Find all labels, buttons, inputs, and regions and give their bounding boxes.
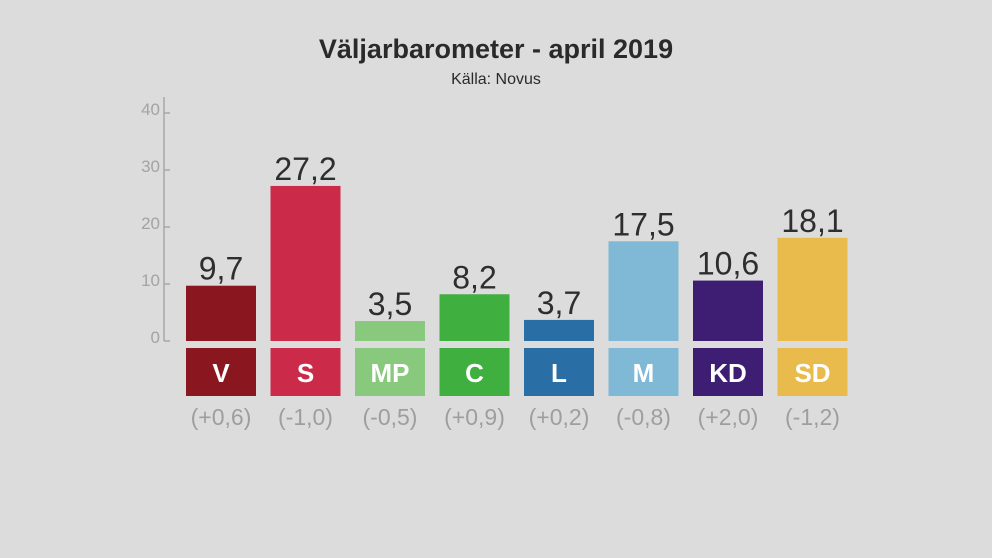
- y-tick-label: 20: [141, 214, 160, 233]
- value-label-mp: 3,5: [368, 286, 412, 322]
- bars: 9,7 V (+0,6) 27,2 S (-1,0) 3,5 MP (-0,5) 8,2 C (+0,…: [186, 151, 848, 430]
- party-label-box-mp: [355, 348, 425, 396]
- change-label-v: (+0,6): [191, 404, 252, 430]
- change-label-m: (-0,8): [616, 404, 671, 430]
- category-label-mp: MP: [371, 358, 410, 388]
- category-label-kd: KD: [709, 358, 747, 388]
- party-label-box-kd: [693, 348, 763, 396]
- y-axis: 0 10 20 30 40: [141, 100, 170, 347]
- value-label-m: 17,5: [612, 206, 674, 242]
- bar-v: [186, 285, 256, 341]
- change-label-kd: (+2,0): [698, 404, 759, 430]
- bar-s: [270, 185, 341, 341]
- value-label-c: 8,2: [452, 259, 496, 295]
- party-label-box-s: [270, 348, 341, 396]
- y-tick-label: 10: [141, 271, 160, 290]
- category-label-m: M: [633, 358, 655, 388]
- bar-kd: [693, 280, 763, 341]
- change-label-l: (+0,2): [529, 404, 590, 430]
- change-label-s: (-1,0): [278, 404, 333, 430]
- bar-m: [608, 241, 679, 341]
- value-label-kd: 10,6: [697, 246, 759, 282]
- change-label-sd: (-1,2): [785, 404, 840, 430]
- bar-sd: [777, 237, 848, 341]
- y-tick-label: 0: [151, 328, 160, 347]
- party-label-box-sd: [777, 348, 848, 396]
- y-tick-label: 40: [141, 100, 160, 119]
- chart-title: Väljarbarometer - april 2019: [318, 34, 674, 64]
- party-label-box-v: [186, 348, 256, 396]
- change-label-c: (+0,9): [444, 404, 505, 430]
- bar-l: [524, 319, 594, 341]
- value-label-s: 27,2: [274, 151, 336, 187]
- party-label-box-c: [439, 348, 510, 396]
- y-tick-label: 30: [141, 157, 160, 176]
- chart-subtitle: Källa: Novus: [451, 71, 541, 88]
- category-label-c: C: [465, 358, 484, 388]
- bar-c: [439, 294, 510, 341]
- category-label-sd: SD: [794, 358, 830, 388]
- change-label-mp: (-0,5): [363, 404, 418, 430]
- value-label-v: 9,7: [199, 251, 243, 287]
- bar-mp: [355, 321, 425, 341]
- value-label-l: 3,7: [537, 285, 581, 321]
- value-label-sd: 18,1: [781, 203, 843, 239]
- party-label-box-l: [524, 348, 594, 396]
- party-label-box-m: [608, 348, 679, 396]
- category-label-l: L: [551, 358, 567, 388]
- category-label-s: S: [297, 358, 314, 388]
- category-label-v: V: [212, 358, 230, 388]
